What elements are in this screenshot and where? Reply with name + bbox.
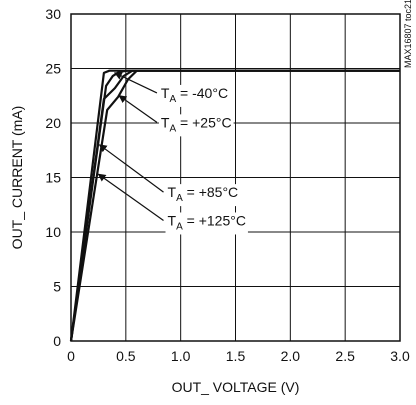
annotation-label-2: TA = +25°C [161,114,232,134]
plot-frame [70,13,401,342]
x-tick-label: 2.5 [335,348,355,364]
annotation-bg [165,212,248,235]
y-tick-label: 15 [45,170,61,186]
annotations: TA = -40°C TA = +25°C TA = +85°C TA = +125°… [97,72,248,235]
y-tick-label: 20 [45,115,61,131]
y-axis-title: OUT_ CURRENT (mA) [9,106,25,250]
annotation-arrow-3 [98,144,164,193]
y-tick-label: 30 [45,6,61,22]
annotation-arrow-4 [97,173,164,221]
annotation-bg [165,184,241,207]
y-tick-label: 25 [45,61,61,77]
tick-labels: 0 0.5 1.0 1.5 2.0 2.5 3.0 0 5 10 15 20 25 30 [45,6,410,364]
annotation-arrow-1 [113,72,158,94]
x-tick-label: 1.0 [171,348,191,364]
annotation-arrow-2 [118,95,158,123]
x-tick-label: 0.5 [116,348,136,364]
x-tick-label: 0 [67,348,75,364]
annotation-label-3: TA = +85°C [168,184,239,204]
y-tick-label: 10 [45,224,61,240]
x-tick-label: 2.0 [281,348,301,364]
annotation-label-4: TA = +125°C [168,212,246,232]
x-tick-label: 1.5 [226,348,246,364]
annotation-bg [158,84,231,107]
x-axis-title: OUT_ VOLTAGE (V) [172,379,300,395]
annotation-bg [158,114,234,137]
y-tick-label: 0 [53,333,61,349]
grid-lines [71,14,400,341]
annotation-label-1: TA = -40°C [161,85,228,105]
y-tick-label: 5 [53,279,61,295]
x-tick-label: 3.0 [390,348,410,364]
watermark-text: MAX16807 toc21 [403,0,413,68]
